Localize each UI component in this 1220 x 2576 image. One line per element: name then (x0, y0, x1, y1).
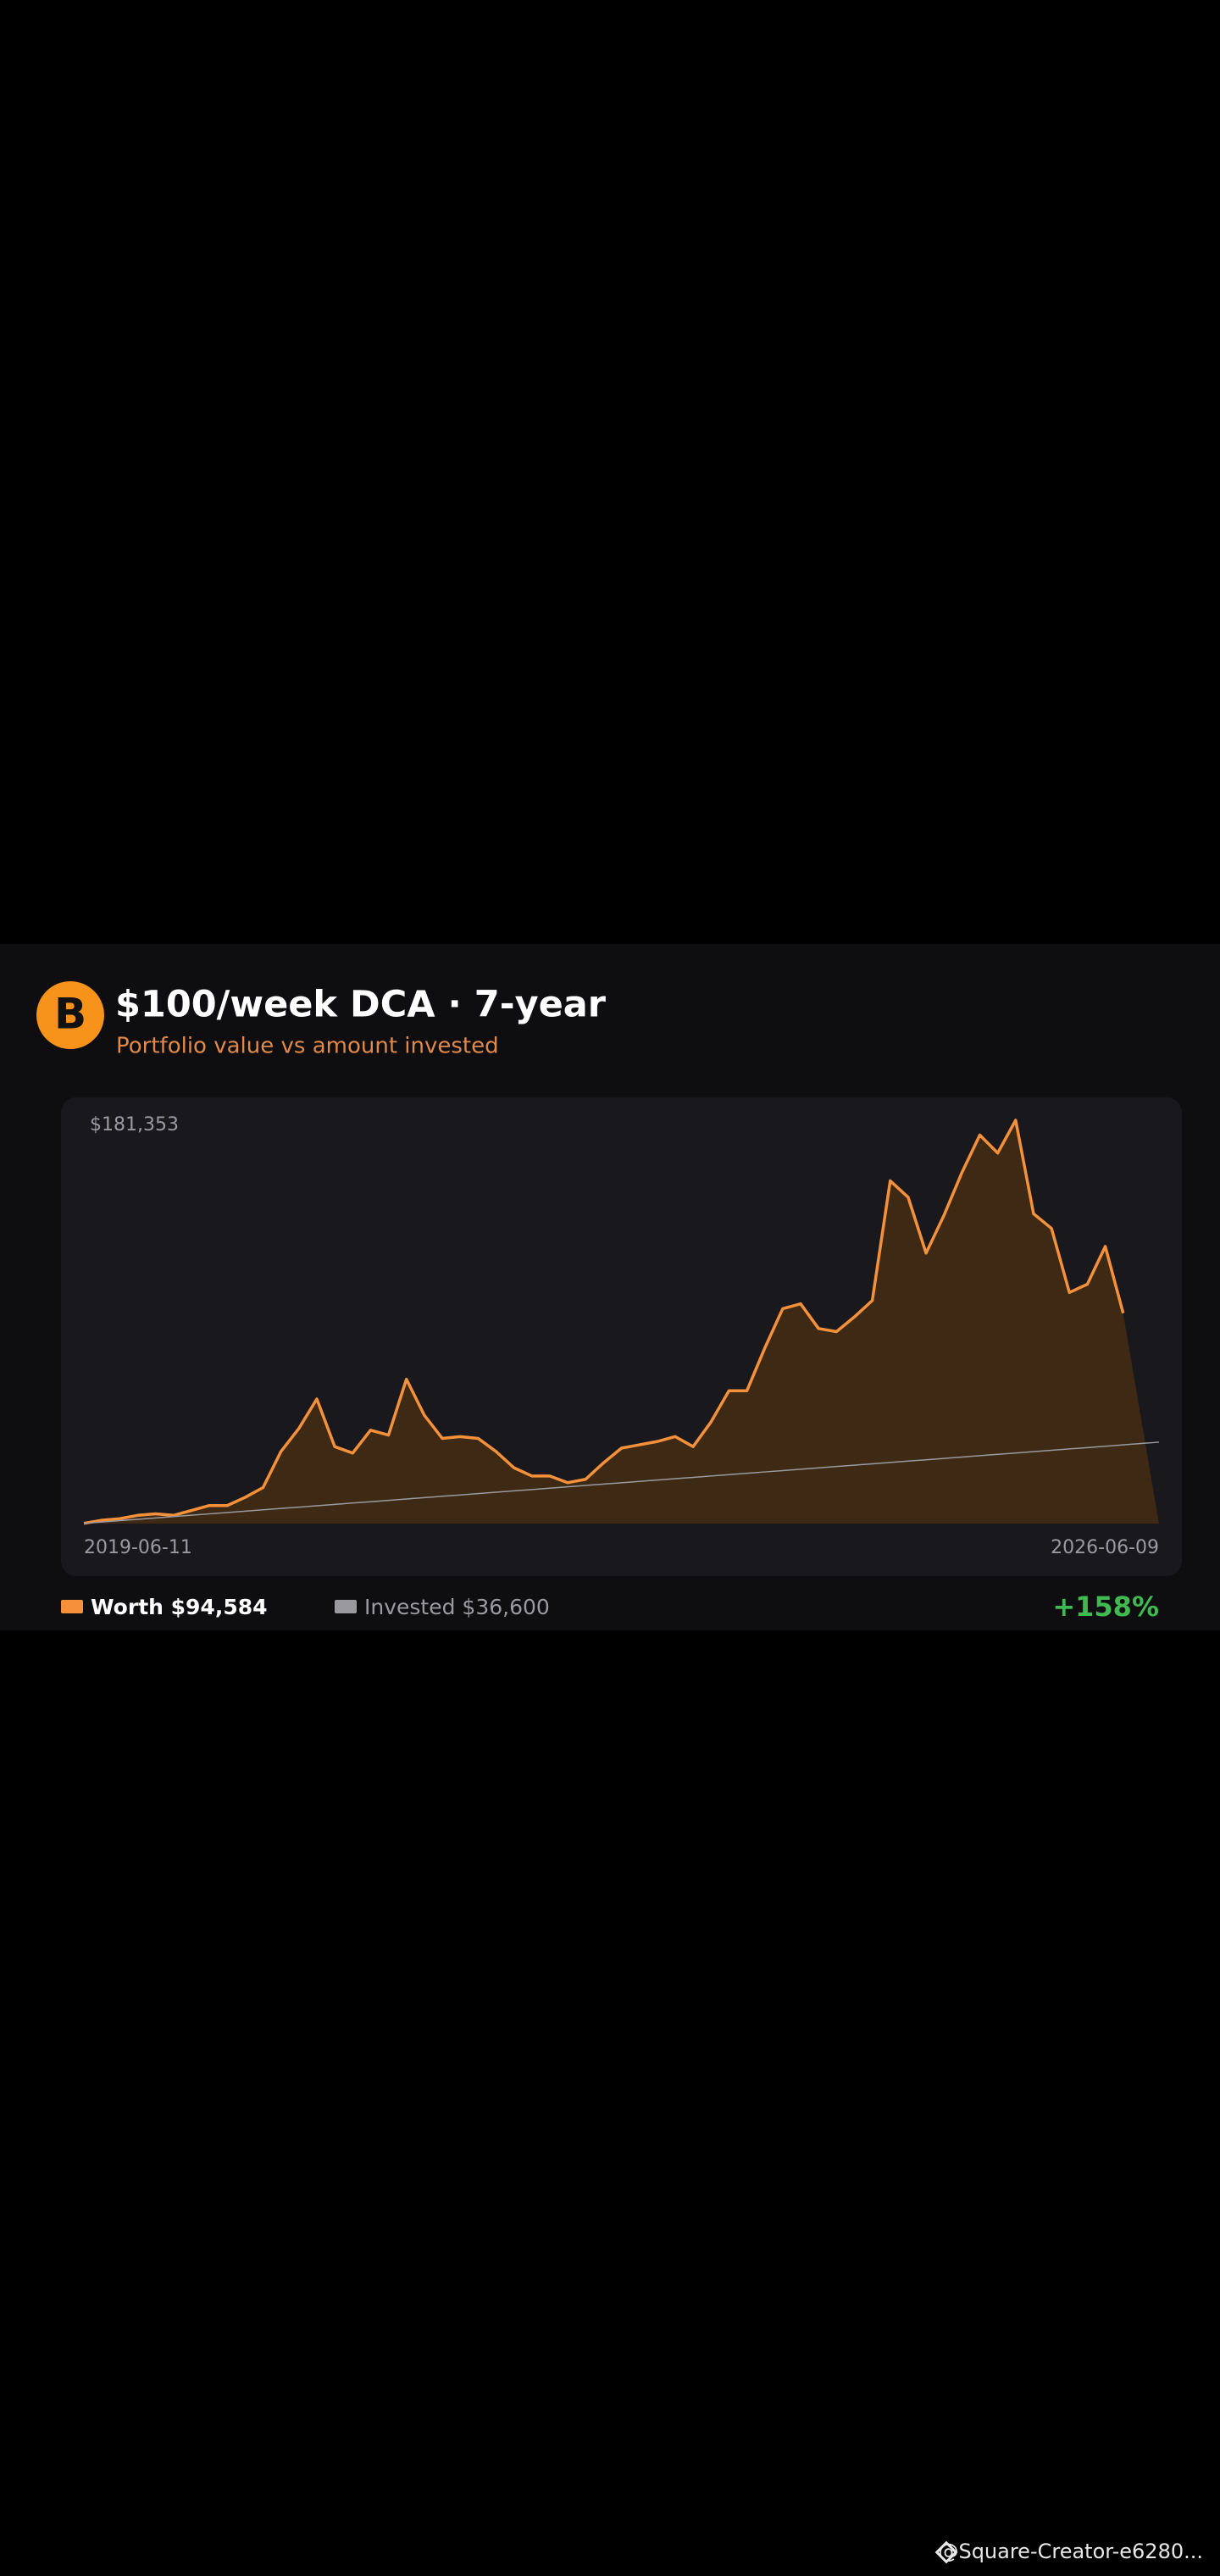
x-tick-label: 2019-06-11 (84, 1537, 192, 1558)
line (83, 1119, 1125, 1525)
legend-label: Worth $94,584 (91, 1595, 268, 1619)
legend-swatch (335, 1600, 357, 1613)
watermark-icon (934, 2540, 958, 2564)
subtitle: Portfolio value vs amount invested (116, 1034, 499, 1059)
area (84, 1120, 1159, 1524)
annotation: +158% (1052, 1591, 1159, 1623)
logo-circle (36, 981, 104, 1049)
legend-label: Invested $36,600 (364, 1595, 550, 1619)
line (83, 1441, 1160, 1524)
y-tick-label: $181,353 (90, 1114, 179, 1135)
logo-text: B (54, 990, 86, 1039)
x-tick-label: 2026-06-09 (1051, 1537, 1159, 1558)
title: $100/week DCA · 7-year (115, 984, 607, 1026)
watermark: @Square-Creator-e6280... (938, 2540, 1203, 2563)
legend-swatch (61, 1600, 83, 1613)
